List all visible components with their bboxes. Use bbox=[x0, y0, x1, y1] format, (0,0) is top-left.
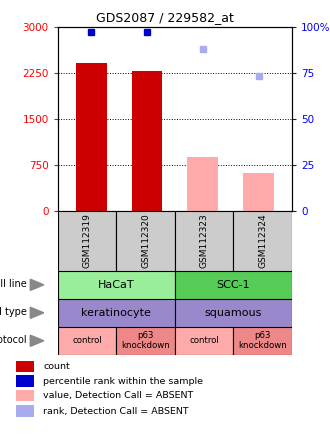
Polygon shape bbox=[30, 335, 44, 346]
FancyBboxPatch shape bbox=[116, 211, 175, 271]
FancyBboxPatch shape bbox=[16, 405, 34, 417]
Text: cell line: cell line bbox=[0, 279, 27, 289]
Text: SCC-1: SCC-1 bbox=[217, 280, 250, 290]
Text: value, Detection Call = ABSENT: value, Detection Call = ABSENT bbox=[43, 391, 193, 400]
FancyBboxPatch shape bbox=[175, 327, 234, 355]
Polygon shape bbox=[30, 307, 44, 318]
Text: GSM112320: GSM112320 bbox=[141, 214, 150, 268]
Text: protocol: protocol bbox=[0, 335, 27, 345]
FancyBboxPatch shape bbox=[234, 327, 292, 355]
Text: GSM112319: GSM112319 bbox=[82, 214, 91, 268]
Text: rank, Detection Call = ABSENT: rank, Detection Call = ABSENT bbox=[43, 407, 189, 416]
FancyBboxPatch shape bbox=[175, 211, 234, 271]
Text: count: count bbox=[43, 362, 70, 371]
Bar bbox=[132, 71, 162, 211]
FancyBboxPatch shape bbox=[58, 211, 116, 271]
FancyBboxPatch shape bbox=[175, 299, 292, 327]
FancyBboxPatch shape bbox=[16, 361, 34, 373]
FancyBboxPatch shape bbox=[58, 299, 175, 327]
Bar bbox=[187, 157, 218, 211]
Text: GSM112323: GSM112323 bbox=[200, 214, 209, 268]
FancyBboxPatch shape bbox=[58, 327, 116, 355]
Text: keratinocyte: keratinocyte bbox=[82, 308, 151, 318]
FancyBboxPatch shape bbox=[58, 271, 175, 299]
FancyBboxPatch shape bbox=[175, 271, 292, 299]
FancyBboxPatch shape bbox=[16, 389, 34, 401]
Text: control: control bbox=[72, 336, 102, 345]
Text: HaCaT: HaCaT bbox=[98, 280, 135, 290]
FancyBboxPatch shape bbox=[234, 211, 292, 271]
Text: squamous: squamous bbox=[205, 308, 262, 318]
Text: p63
knockdown: p63 knockdown bbox=[238, 331, 287, 350]
Text: percentile rank within the sample: percentile rank within the sample bbox=[43, 377, 203, 385]
FancyBboxPatch shape bbox=[116, 327, 175, 355]
Bar bbox=[76, 63, 107, 211]
Text: cell type: cell type bbox=[0, 307, 27, 317]
FancyBboxPatch shape bbox=[16, 375, 34, 387]
Text: p63
knockdown: p63 knockdown bbox=[121, 331, 170, 350]
Text: GSM112324: GSM112324 bbox=[258, 214, 267, 268]
Bar bbox=[243, 173, 274, 211]
Text: control: control bbox=[189, 336, 219, 345]
Polygon shape bbox=[30, 279, 44, 290]
Text: GDS2087 / 229582_at: GDS2087 / 229582_at bbox=[96, 11, 234, 24]
